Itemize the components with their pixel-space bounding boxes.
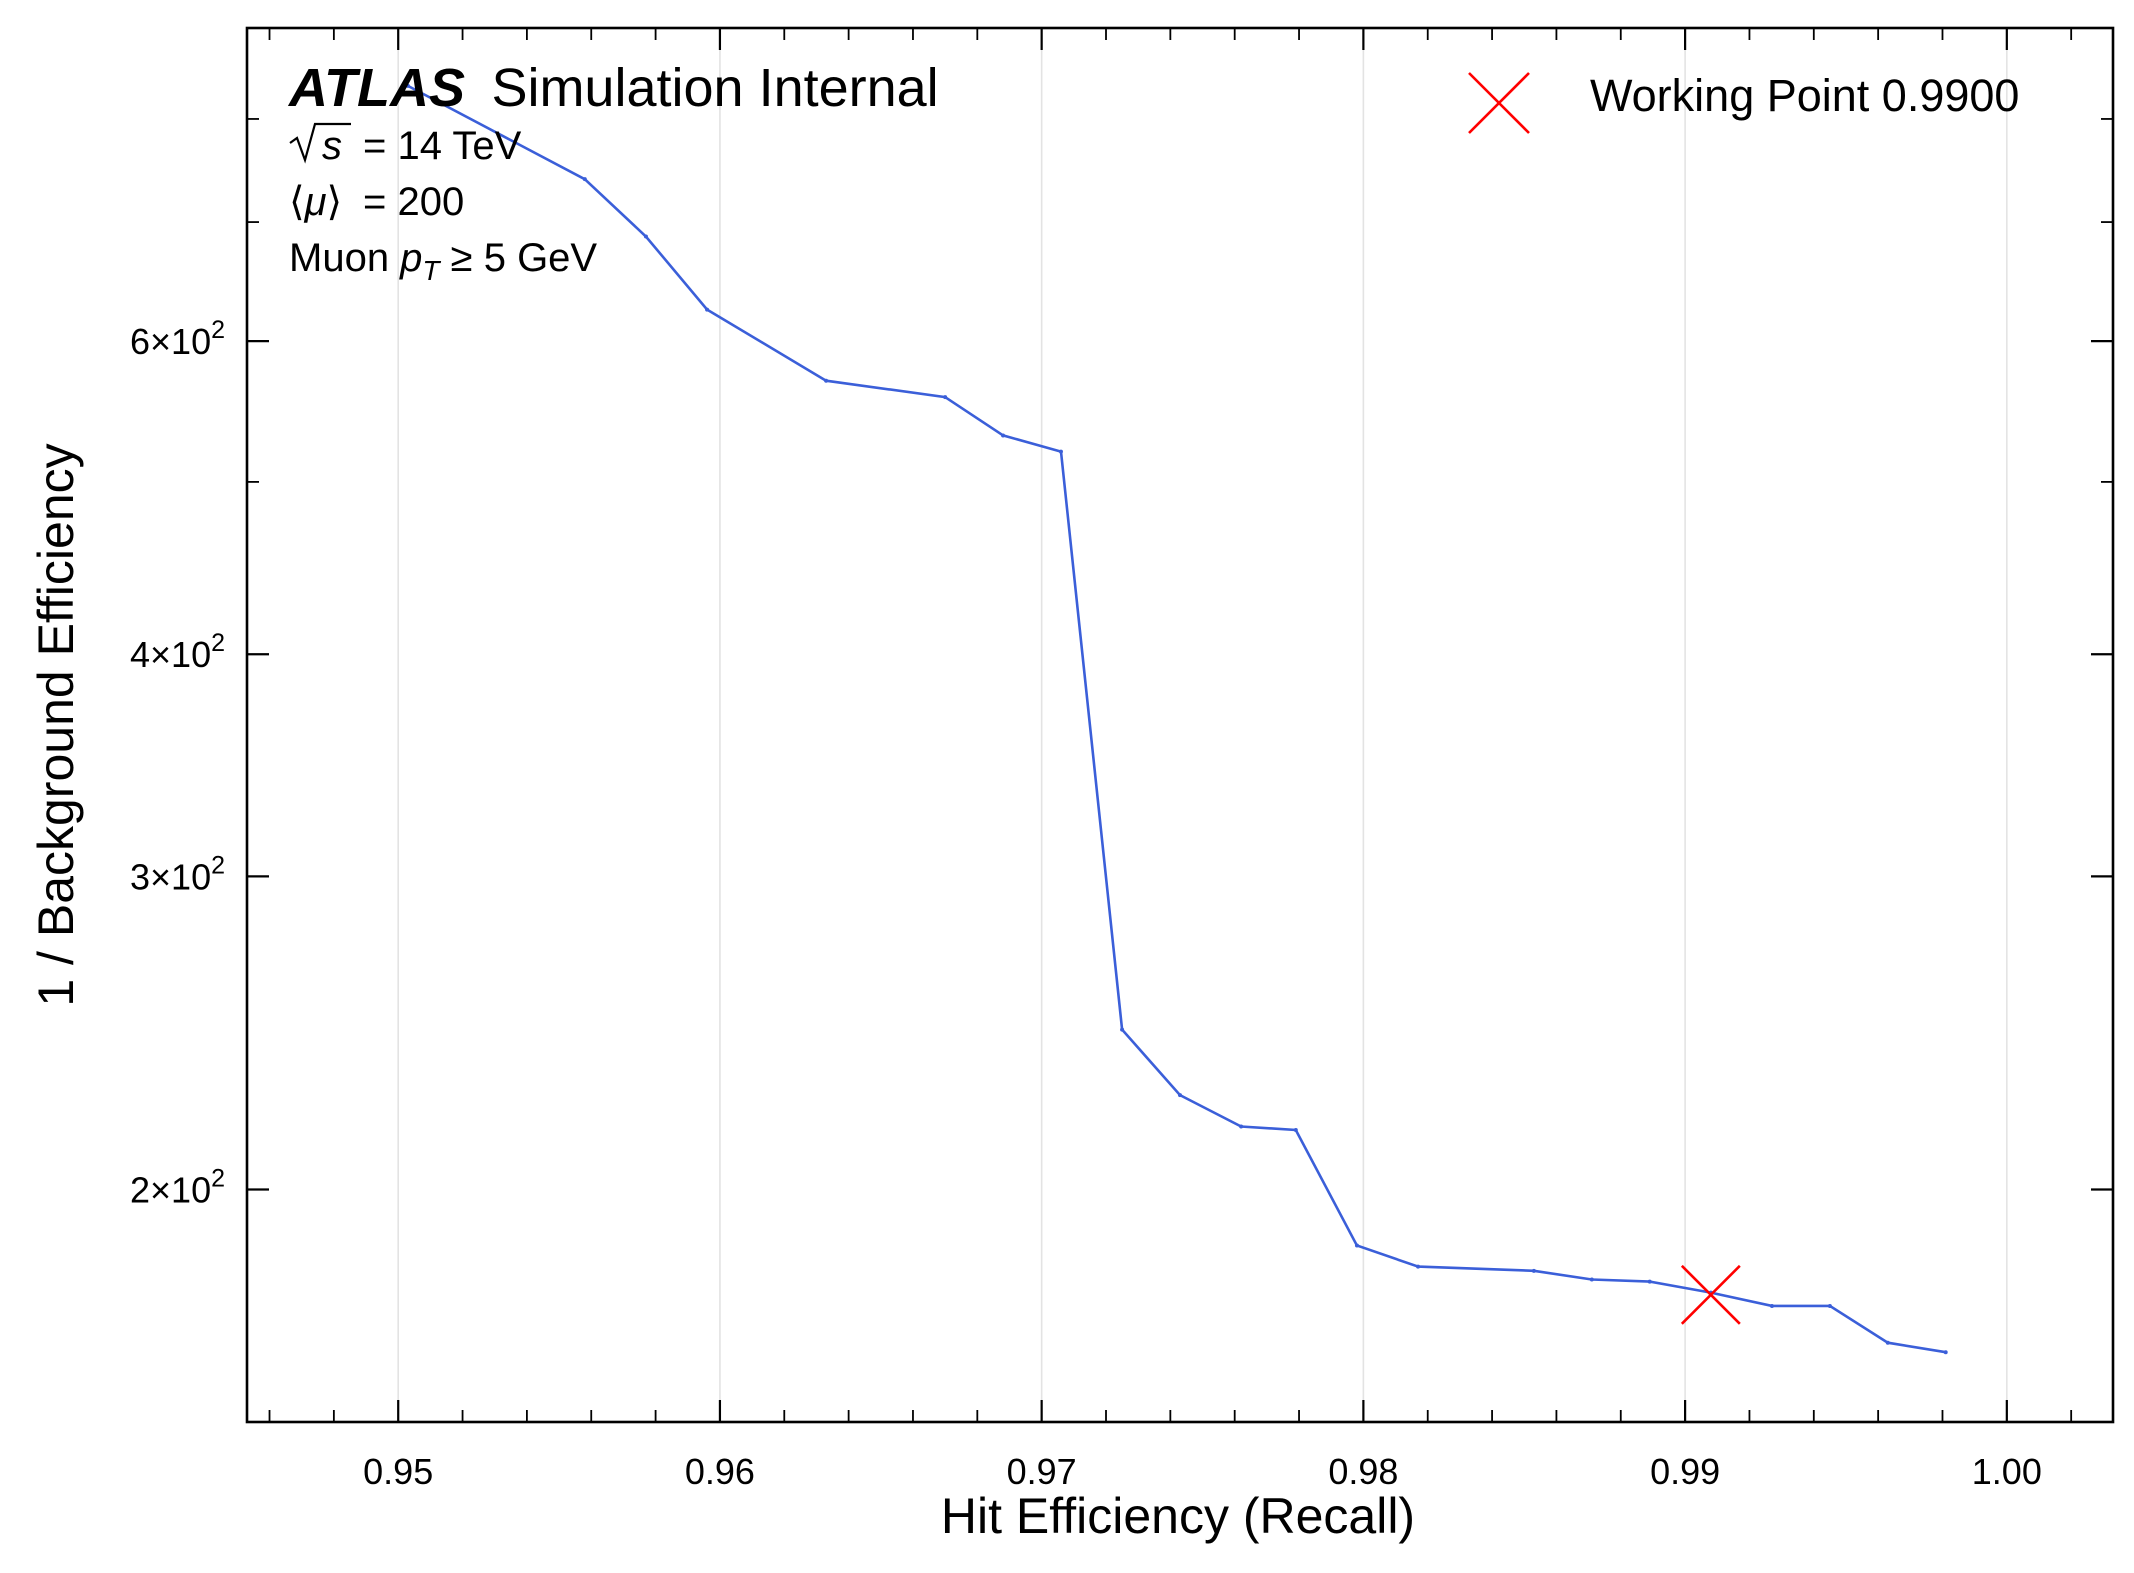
- x-tick-label: 0.97: [1007, 1451, 1077, 1492]
- pt-cut-prefix: Muon: [289, 236, 400, 280]
- series-point: [1827, 1303, 1832, 1308]
- energy-line: s = 14 TeV: [289, 122, 522, 168]
- pt-subscript: T: [422, 255, 441, 286]
- series-line: [407, 84, 1946, 1354]
- pileup-line: ⟨μ⟩ = 200: [289, 180, 464, 224]
- working-point-marker: [1680, 1264, 1741, 1325]
- legend-label: Working Point 0.9900: [1590, 70, 2019, 121]
- series-point: [1354, 1243, 1359, 1248]
- series-point: [1943, 1350, 1948, 1355]
- pt-cut-line: Muon pT ≥ 5 GeV: [289, 236, 597, 286]
- x-tick-labels: 0.95 0.96 0.97 0.98 0.99 1.00: [363, 1451, 2042, 1492]
- series-point: [1001, 433, 1006, 438]
- x-tick-label: 0.95: [363, 1451, 433, 1492]
- atlas-label: ATLAS Simulation Internal: [287, 58, 939, 118]
- series-point: [643, 234, 648, 239]
- x-tick-label: 0.98: [1328, 1451, 1398, 1492]
- atlas-rest: Simulation Internal: [491, 58, 938, 118]
- series-point: [1589, 1277, 1594, 1282]
- axis-ticks: [247, 28, 2113, 1422]
- y-tick-label: 6×102: [130, 316, 225, 362]
- y-tick-label: 2×102: [130, 1164, 225, 1210]
- legend: Working Point 0.9900: [1468, 70, 2019, 134]
- energy-value: = 14 TeV: [363, 124, 522, 168]
- series-point: [582, 177, 587, 182]
- legend-x-marker-icon: [1468, 72, 1530, 134]
- series-point: [405, 83, 410, 88]
- series-point: [1647, 1279, 1652, 1284]
- y-axis-title: 1 / Background Efficiency: [28, 443, 84, 1006]
- y-tick-label: 3×102: [130, 851, 225, 897]
- series-point: [1416, 1264, 1421, 1269]
- x-axis-title: Hit Efficiency (Recall): [941, 1488, 1415, 1544]
- series-point: [824, 378, 829, 383]
- y-tick-label: 4×102: [130, 629, 225, 675]
- pt-cut-suffix: ≥ 5 GeV: [440, 236, 598, 280]
- working-point-stroke-b: [1680, 1264, 1741, 1325]
- series-point: [1178, 1093, 1182, 1098]
- x-tick-label: 1.00: [1972, 1451, 2042, 1492]
- series-point: [1058, 449, 1063, 454]
- series-point: [1120, 1027, 1125, 1032]
- x-tick-label: 0.99: [1650, 1451, 1720, 1492]
- series-point: [1239, 1124, 1244, 1129]
- x-tick-label: 0.96: [685, 1451, 755, 1492]
- atlas-tag: ATLAS: [287, 58, 465, 118]
- pileup-symbol: ⟨μ⟩: [289, 180, 342, 224]
- plot-frame: [245, 26, 2115, 1424]
- series-point: [705, 307, 710, 312]
- pileup-value: = 200: [363, 180, 464, 224]
- y-tick-labels: 2×102 3×102 4×102 6×102: [130, 316, 225, 1210]
- series-point: [1769, 1303, 1774, 1308]
- energy-symbol: s: [322, 124, 342, 168]
- series-point: [943, 395, 948, 400]
- sqrt-sign-icon: [289, 122, 351, 164]
- series-point: [1885, 1340, 1890, 1345]
- series-point: [1531, 1268, 1536, 1273]
- grid-lines: [397, 28, 2008, 1422]
- series-point: [1293, 1128, 1298, 1133]
- pt-symbol: p: [399, 236, 422, 280]
